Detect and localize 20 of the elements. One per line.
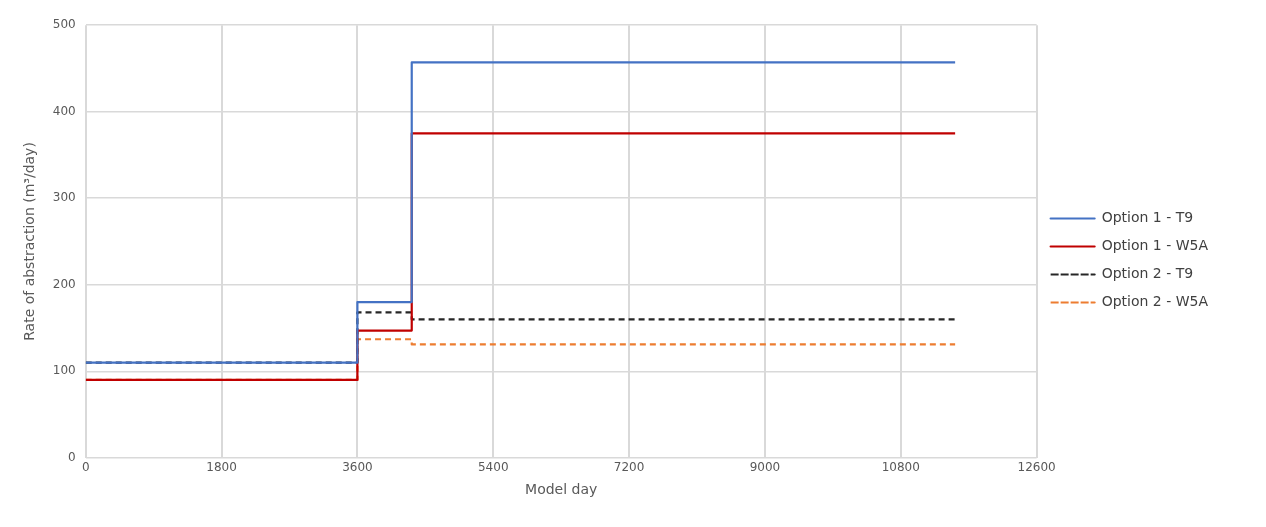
x-tick-label: 10800 — [881, 460, 920, 475]
x-tick-label: 3600 — [342, 460, 373, 475]
x-tick-label: 12600 — [1017, 460, 1056, 475]
x-tick-label: 7200 — [613, 460, 645, 475]
x-tick-label: 0 — [81, 460, 90, 475]
x-tick-label: 5400 — [477, 460, 509, 475]
x-tick-label: 1800 — [206, 460, 237, 475]
legend-label: Option 1 - W5A — [1101, 237, 1209, 254]
y-tick-label: 0 — [68, 449, 76, 464]
y-axis-title: Rate of abstraction (m³/day) — [21, 142, 38, 341]
y-tick-label: 300 — [52, 190, 76, 205]
y-tick-label: 100 — [52, 363, 76, 378]
legend-label: Option 2 - W5A — [1101, 293, 1209, 310]
legend-label: Option 1 - T9 — [1101, 209, 1194, 226]
x-tick-label: 9000 — [749, 460, 781, 475]
x-axis-title: Model day — [525, 481, 598, 498]
y-tick-label: 200 — [52, 276, 76, 291]
y-tick-label: 500 — [52, 17, 76, 32]
y-tick-label: 400 — [52, 103, 76, 118]
legend-label: Option 2 - T9 — [1101, 265, 1194, 282]
